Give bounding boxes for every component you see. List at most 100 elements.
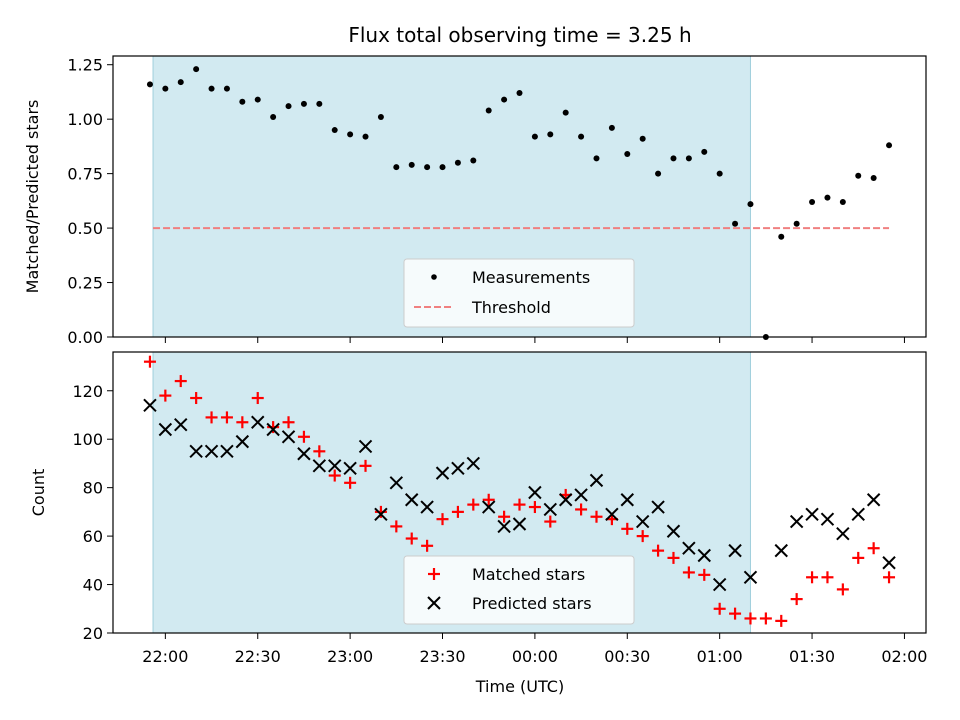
- matched-star-point: [390, 520, 403, 533]
- x-tick-label: 22:00: [142, 647, 188, 666]
- predicted-star-point: [343, 461, 357, 475]
- measurement-point: [608, 124, 615, 131]
- measurement-point: [655, 170, 662, 177]
- matched-star-point: [344, 476, 357, 489]
- matched-star-point: [482, 493, 495, 506]
- predicted-star-point: [836, 526, 850, 541]
- measurement-point: [732, 220, 739, 227]
- bottom-y-tick-label: 120: [72, 382, 103, 401]
- predicted-star-point: [174, 417, 188, 432]
- measurement-point: [193, 66, 200, 73]
- predicted-star-point: [405, 493, 419, 507]
- bottom-legend: Matched stars Predicted stars: [403, 555, 635, 625]
- matched-star-point: [174, 375, 187, 388]
- matched-star-point: [698, 568, 711, 581]
- bottom-x-axis: 22:00 22:30 23:00 23:30 00:00 00:30 01:00 01:30…: [142, 633, 927, 666]
- measurement-point: [470, 157, 477, 164]
- matched-star-point: [282, 416, 295, 429]
- predicted-star-point: [543, 502, 558, 517]
- predicted-star-point: [666, 524, 681, 538]
- measurement-point: [793, 220, 800, 227]
- matched-star-point: [359, 459, 372, 472]
- predicted-star-point: [528, 485, 542, 500]
- predicted-star-point: [697, 548, 711, 563]
- matched-stars-series: [143, 355, 896, 627]
- measurement-point: [531, 133, 538, 140]
- predicted-star-point: [820, 512, 835, 526]
- matched-star-point: [159, 389, 172, 402]
- matched-star-point: [867, 542, 880, 555]
- measurement-point: [162, 85, 169, 92]
- matched-star-point: [790, 593, 803, 606]
- measurement-point: [670, 155, 677, 162]
- predicted-star-point: [204, 444, 219, 459]
- predicted-star-point: [420, 500, 434, 514]
- legend-threshold-label: Threshold: [471, 298, 551, 317]
- matched-star-point: [467, 498, 480, 511]
- measurement-point: [177, 79, 184, 86]
- predicted-star-point: [866, 493, 881, 507]
- measurement-point: [393, 164, 400, 171]
- x-tick-label: 01:00: [697, 647, 743, 666]
- matched-star-point: [498, 510, 511, 523]
- predicted-star-point: [435, 466, 450, 480]
- matched-star-point: [759, 612, 772, 625]
- predicted-star-point: [143, 398, 157, 413]
- x-tick-label: 00:00: [512, 647, 558, 666]
- x-tick-label: 00:30: [604, 647, 650, 666]
- predicted-star-point: [651, 500, 665, 514]
- top-x-ticks: [164, 337, 905, 343]
- predicted-star-point: [389, 476, 404, 490]
- matched-star-point: [374, 505, 387, 518]
- matched-star-point: [143, 355, 156, 368]
- matched-star-point: [682, 566, 695, 579]
- measurement-point: [578, 133, 585, 140]
- measurements-series: [146, 66, 893, 340]
- bottom-y-tick-label: 60: [83, 527, 103, 546]
- measurement-point: [439, 164, 446, 171]
- matched-star-point: [251, 392, 264, 405]
- matched-star-point: [313, 445, 326, 458]
- measurement-point: [701, 148, 708, 155]
- predicted-star-point: [682, 541, 696, 555]
- measurement-point: [316, 100, 323, 107]
- measurement-point: [454, 159, 461, 166]
- measurement-point: [886, 142, 893, 149]
- predicted-star-point: [281, 430, 296, 444]
- matched-star-point: [713, 602, 726, 615]
- matched-star-point: [236, 416, 249, 429]
- legend-measurements-label: Measurements: [472, 268, 590, 287]
- matched-star-point: [451, 505, 464, 518]
- matched-star-point: [744, 612, 757, 625]
- predicted-star-point: [158, 422, 173, 437]
- legend-matched-marker: [428, 568, 440, 580]
- x-axis-label: Time (UTC): [475, 677, 564, 696]
- x-tick-label: 23:30: [419, 647, 465, 666]
- bottom-plot-frame: [112, 351, 927, 634]
- matched-star-point: [328, 469, 341, 482]
- measurement-point: [855, 172, 862, 179]
- matched-star-point: [405, 532, 418, 545]
- matched-star-point: [220, 411, 233, 424]
- bottom-legend-box: [403, 555, 635, 625]
- predicted-star-point: [251, 415, 265, 429]
- predicted-star-point: [297, 447, 311, 461]
- matched-star-point: [775, 614, 788, 627]
- predicted-star-point: [558, 493, 573, 507]
- measurement-point: [809, 198, 816, 205]
- measurement-point: [347, 131, 354, 138]
- chart-title: Flux total observing time = 3.25 h: [348, 23, 691, 47]
- measurement-point: [870, 174, 877, 181]
- measurement-point: [362, 133, 369, 140]
- predicted-star-point: [451, 461, 465, 475]
- predicted-star-point: [312, 459, 327, 473]
- matched-star-point: [528, 501, 541, 514]
- predicted-star-point: [574, 488, 588, 502]
- predicted-star-point: [882, 556, 896, 570]
- measurement-point: [624, 151, 631, 158]
- predicted-star-point: [851, 507, 865, 522]
- top-y-axis-label: Matched/Predicted stars: [23, 100, 42, 294]
- matched-star-point: [667, 551, 680, 564]
- matched-star-point: [621, 522, 634, 535]
- measurement-point: [254, 96, 261, 103]
